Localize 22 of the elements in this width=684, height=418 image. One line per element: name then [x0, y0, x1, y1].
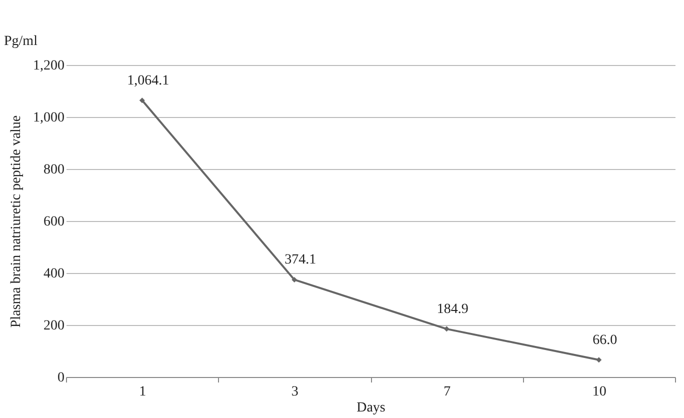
y-tick-label: 1,200: [33, 58, 64, 74]
y-tick-label: 0: [58, 370, 64, 386]
data-label: 374.1: [284, 252, 316, 268]
point: [596, 357, 602, 363]
x-tick-label: 7: [444, 384, 451, 400]
x-tick-label: 3: [291, 384, 298, 400]
data-label: 1,064.1: [127, 73, 170, 88]
point: [292, 276, 298, 282]
x-axis-title: Days: [356, 400, 386, 416]
y-tick-label: 600: [44, 214, 64, 230]
y-tick-label: 1,000: [33, 110, 64, 126]
y-tick-label: 200: [44, 318, 64, 334]
y-axis-title: Plasma brain natriuretic peptide value: [9, 115, 24, 328]
point: [444, 326, 450, 332]
x-tick-label: 1: [139, 384, 146, 400]
data-label: 66.0: [592, 332, 618, 348]
x-tick-label: 10: [592, 384, 606, 400]
data-label: 184.9: [436, 302, 468, 317]
text: Pg/ml: [4, 34, 38, 49]
y-tick-label: 400: [44, 266, 64, 282]
y-tick-label: 800: [44, 162, 64, 178]
point: [139, 98, 145, 104]
